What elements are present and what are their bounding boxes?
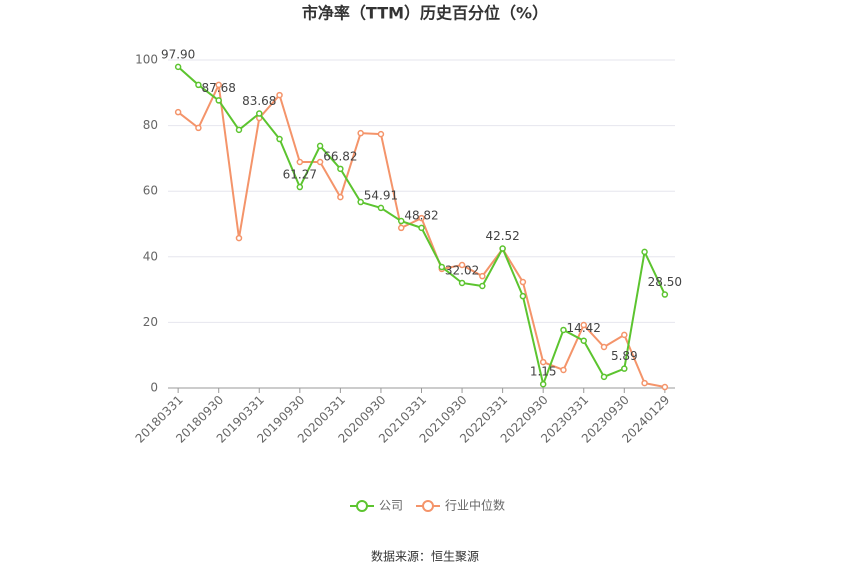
series-line: [177, 81, 666, 388]
point: [600, 373, 608, 381]
point: [580, 321, 587, 329]
data-label: 28.50: [648, 275, 682, 289]
data-label: 1.15: [530, 365, 557, 379]
data-label: 54.91: [364, 188, 398, 202]
point: [539, 358, 547, 366]
y-tick-label: 100: [135, 53, 158, 67]
point: [296, 183, 304, 191]
point: [438, 263, 446, 271]
point: [661, 291, 669, 298]
point: [458, 261, 466, 269]
point: [560, 326, 567, 334]
y-tick-label: 80: [143, 118, 158, 132]
point: [479, 272, 486, 280]
point: [499, 245, 506, 252]
point: [661, 383, 669, 391]
point: [215, 97, 222, 104]
point: [195, 124, 202, 132]
data-label: 83.68: [242, 94, 276, 108]
point: [195, 81, 202, 89]
point: [235, 234, 243, 242]
point: [377, 130, 385, 138]
point: [418, 224, 425, 232]
point: [337, 165, 344, 173]
point: [215, 81, 222, 89]
legend-marker: [356, 500, 368, 512]
point: [397, 224, 405, 232]
legend-label: 行业中位数: [445, 498, 505, 513]
point: [418, 214, 425, 222]
point: [256, 110, 263, 117]
y-tick-label: 60: [143, 184, 158, 198]
point: [316, 158, 324, 166]
data-label: 42.52: [485, 229, 519, 243]
y-tick-label: 0: [150, 381, 158, 395]
point: [397, 217, 405, 225]
point: [276, 135, 283, 143]
data-label: 14.42: [567, 321, 601, 335]
legend-label: 公司: [379, 499, 403, 513]
point: [377, 204, 385, 212]
point: [621, 331, 628, 339]
y-tick-label: 40: [143, 249, 158, 263]
data-label: 66.82: [323, 149, 357, 163]
data-label: 97.90: [161, 47, 195, 61]
data-label: 32.02: [445, 263, 479, 277]
point: [519, 278, 527, 286]
point: [641, 248, 648, 256]
data-label: 5.89: [611, 349, 638, 363]
point: [316, 142, 324, 150]
point: [539, 380, 547, 388]
data-label: 61.27: [283, 168, 317, 182]
point: [235, 126, 243, 134]
point: [276, 91, 283, 99]
point: [337, 193, 344, 201]
data-label: 87.68: [202, 81, 236, 95]
point: [641, 379, 648, 387]
point: [357, 198, 364, 206]
point: [174, 63, 182, 71]
data-label: 48.82: [404, 208, 438, 222]
point: [621, 365, 628, 372]
y-tick-label: 20: [143, 315, 158, 329]
point: [296, 158, 304, 166]
point: [479, 282, 486, 290]
point: [600, 343, 608, 351]
point: [174, 108, 182, 116]
point: [519, 292, 527, 300]
point: [357, 129, 364, 137]
point: [580, 337, 587, 344]
chart-title: 市净率（TTM）历史百分位（%）: [302, 4, 548, 23]
legend-marker: [422, 500, 434, 512]
point: [458, 279, 466, 287]
source: 数据来源：恒生聚源: [371, 549, 479, 564]
point: [560, 366, 567, 374]
